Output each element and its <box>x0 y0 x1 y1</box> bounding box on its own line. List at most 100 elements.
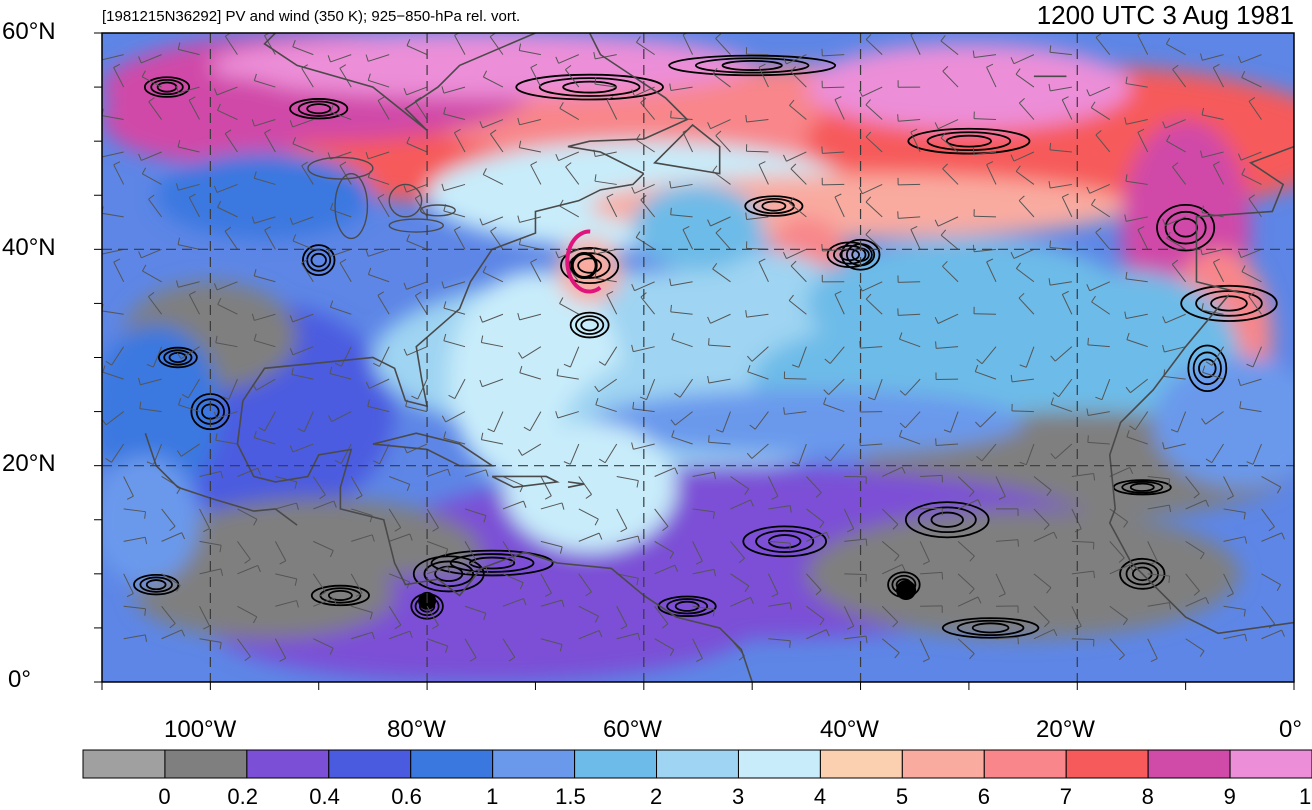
barb-staff <box>482 378 504 388</box>
barb-feather <box>1046 489 1052 496</box>
wind-barb <box>1126 332 1148 348</box>
barb-feather <box>792 364 799 368</box>
barb-staff <box>1109 605 1128 620</box>
barb-staff <box>1033 531 1055 542</box>
wind-barb <box>578 532 603 542</box>
barb-feather <box>746 355 753 362</box>
wind-barb <box>213 183 238 193</box>
wind-barb <box>1137 128 1149 153</box>
wind-barb <box>707 119 731 130</box>
barb-staff <box>788 300 807 315</box>
wind-barb <box>1170 411 1187 433</box>
wind-barb <box>1109 564 1134 575</box>
barb-feather <box>747 365 751 372</box>
barb-staff <box>1185 499 1206 510</box>
barb-staff <box>141 151 162 161</box>
barb-feather <box>1129 564 1134 572</box>
barb-staff <box>1239 407 1262 413</box>
barb-staff <box>483 174 504 185</box>
wind-barb <box>821 80 845 89</box>
barb-staff <box>414 100 428 120</box>
barb-staff <box>834 196 845 218</box>
wind-barb <box>464 469 489 477</box>
barb-feather <box>1248 291 1255 297</box>
barb-feather <box>355 495 363 500</box>
barb-staff <box>936 443 959 446</box>
barb-feather <box>1062 290 1069 295</box>
barb-staff <box>758 164 769 185</box>
barb-feather <box>175 183 179 191</box>
barb-staff <box>142 270 162 283</box>
barb-feather <box>530 161 538 166</box>
barb-staff <box>178 48 200 56</box>
barb-staff <box>339 262 352 283</box>
barb-staff <box>919 541 930 562</box>
barb-feather <box>556 368 559 376</box>
wind-barb <box>745 144 769 153</box>
barb-feather <box>1050 355 1056 362</box>
barb-feather <box>251 119 255 127</box>
wind-barb <box>292 40 314 56</box>
barb-feather <box>712 609 715 617</box>
barb-staff <box>102 115 124 121</box>
barb-staff <box>482 271 504 283</box>
colorbar-label: 4 <box>813 784 827 809</box>
barb-feather <box>1125 76 1128 84</box>
wind-barb <box>654 638 675 656</box>
barb-staff <box>865 234 883 250</box>
barb-staff <box>1109 508 1128 523</box>
barb-staff <box>187 378 200 399</box>
wind-barb <box>669 83 693 91</box>
wind-barb <box>339 64 352 88</box>
barb-feather <box>487 428 495 433</box>
barb-feather <box>976 358 983 365</box>
wind-barb <box>367 267 390 283</box>
barb-staff <box>264 411 276 432</box>
barb-staff <box>874 378 883 400</box>
wind-barb <box>329 366 352 380</box>
lon-label-80w: 80°W <box>387 716 446 743</box>
vorticity-contour <box>1195 290 1263 317</box>
wind-barb <box>502 573 524 590</box>
barb-staff <box>519 50 541 56</box>
barb-staff <box>1223 508 1246 513</box>
barb-feather <box>935 341 937 349</box>
barb-feather <box>138 251 142 259</box>
vorticity-contour <box>560 247 620 285</box>
barb-staff <box>1018 102 1035 120</box>
barb-staff <box>882 564 903 575</box>
wind-barb <box>767 476 779 500</box>
barb-staff <box>313 500 335 510</box>
barb-staff <box>674 411 693 426</box>
barb-feather <box>749 424 756 430</box>
wind-barb <box>289 313 314 323</box>
barb-feather <box>480 335 484 343</box>
wind-barb <box>823 378 845 395</box>
vorticity-contour <box>744 195 804 217</box>
barb-feather <box>1118 654 1125 661</box>
barb-staff <box>161 629 182 640</box>
barb-staff <box>942 265 959 283</box>
wind-barb <box>403 281 428 290</box>
barb-staff <box>692 471 715 477</box>
wind-barb <box>1237 54 1262 64</box>
barb-feather <box>252 616 258 624</box>
wind-barb <box>758 161 769 185</box>
barb-feather <box>371 632 375 640</box>
barb-feather <box>447 469 451 476</box>
barb-feather <box>662 525 669 532</box>
barb-feather <box>482 265 487 273</box>
lon-label-20w: 20°W <box>1036 716 1095 743</box>
barb-staff <box>594 180 617 185</box>
barb-staff <box>1185 596 1206 607</box>
wind-barb <box>1010 54 1035 65</box>
barb-feather <box>1049 45 1052 53</box>
barb-feather <box>707 122 711 129</box>
barb-staff <box>712 73 731 88</box>
wind-barb <box>113 63 125 88</box>
barb-feather <box>203 528 210 533</box>
barb-feather <box>1237 378 1241 386</box>
barb-staff <box>790 168 807 185</box>
barb-feather <box>292 137 296 145</box>
wind-barb <box>502 598 527 607</box>
